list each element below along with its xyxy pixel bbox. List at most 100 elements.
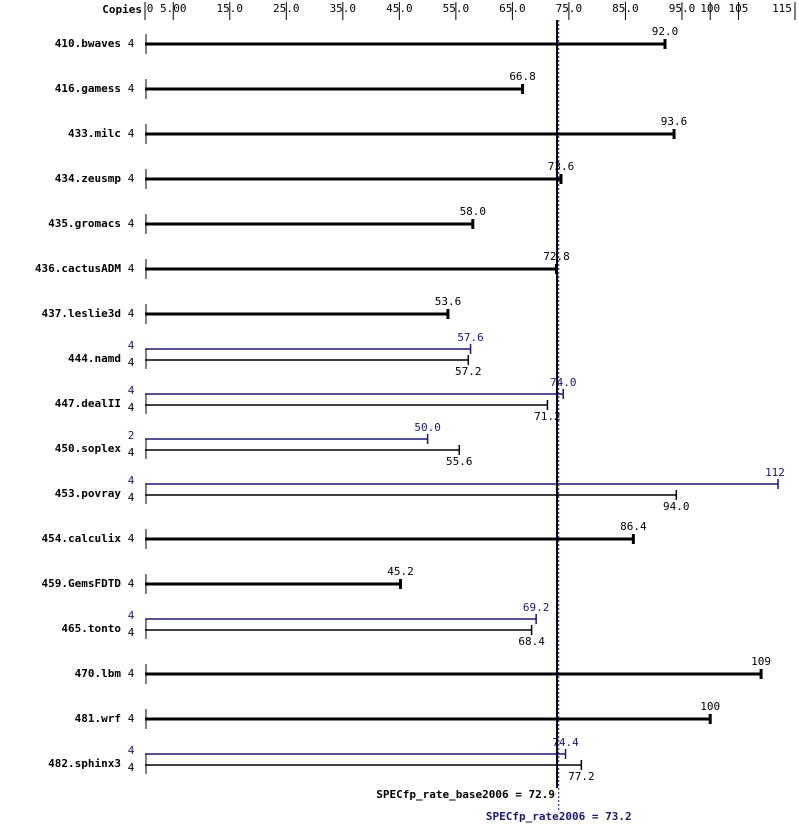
bar	[145, 344, 472, 354]
benchmark-name: 470.lbm	[75, 667, 122, 680]
base-label: 58.0	[460, 205, 487, 218]
benchmark-name: 410.bwaves	[55, 37, 121, 50]
bar	[145, 84, 525, 94]
x-tick-label: 5.00	[160, 2, 187, 15]
base-copies: 4	[128, 217, 135, 230]
bar	[145, 129, 676, 139]
bar	[145, 714, 712, 724]
bar	[145, 174, 563, 184]
bar	[145, 614, 537, 624]
x-tick-label: 75.0	[556, 2, 583, 15]
x-tick-label: 0	[147, 2, 154, 15]
x-tick-label: 115	[772, 2, 792, 15]
x-tick-label: 105	[729, 2, 749, 15]
bar	[145, 445, 461, 455]
x-tick-label: 25.0	[273, 2, 300, 15]
base-copies: 4	[128, 712, 135, 725]
peak-label: 112	[765, 466, 785, 479]
bar	[145, 400, 549, 410]
peak-label: 57.6	[457, 331, 484, 344]
benchmark-name: 482.sphinx3	[48, 757, 121, 770]
bar	[145, 579, 402, 589]
bar	[145, 39, 667, 49]
peak-label: 69.2	[523, 601, 550, 614]
bar	[145, 669, 763, 679]
benchmark-name: 481.wrf	[75, 712, 121, 725]
reference-label: SPECfp_rate2006 = 73.2	[486, 810, 632, 823]
base-copies: 4	[128, 37, 135, 50]
base-label: 86.4	[620, 520, 647, 533]
x-tick-label: 35.0	[330, 2, 357, 15]
benchmark-name: 453.povray	[55, 487, 122, 500]
peak-copies: 4	[128, 474, 135, 487]
peak-copies: 4	[128, 609, 135, 622]
peak-copies: 2	[128, 429, 135, 442]
base-copies: 4	[128, 761, 135, 774]
base-copies: 4	[128, 667, 135, 680]
benchmark-name: 454.calculix	[42, 532, 122, 545]
base-label: 94.0	[663, 500, 690, 513]
reference-label: SPECfp_rate_base2006 = 72.9	[376, 788, 555, 801]
x-tick-label: 100	[700, 2, 720, 15]
base-label: 55.6	[446, 455, 473, 468]
base-copies: 4	[128, 491, 135, 504]
base-copies: 4	[128, 626, 135, 639]
base-copies: 4	[128, 532, 135, 545]
bar	[145, 760, 583, 770]
bar	[145, 309, 450, 319]
x-tick-label: 85.0	[612, 2, 639, 15]
benchmark-name: 450.soplex	[55, 442, 122, 455]
peak-copies: 4	[128, 744, 135, 757]
bar	[145, 355, 470, 365]
base-label: 71.2	[534, 410, 561, 423]
base-copies: 4	[128, 82, 135, 95]
peak-label: 50.0	[414, 421, 441, 434]
bar	[145, 389, 565, 399]
peak-copies: 4	[128, 384, 135, 397]
x-tick-label: 15.0	[217, 2, 244, 15]
bar	[145, 534, 635, 544]
x-tick-label: 55.0	[443, 2, 470, 15]
base-copies: 4	[128, 446, 135, 459]
base-copies: 4	[128, 172, 135, 185]
benchmark-name: 435.gromacs	[48, 217, 121, 230]
base-copies: 4	[128, 262, 135, 275]
base-copies: 4	[128, 356, 135, 369]
benchmark-name: 459.GemsFDTD	[42, 577, 122, 590]
base-label: 66.8	[509, 70, 536, 83]
base-copies: 4	[128, 307, 135, 320]
bar	[145, 749, 567, 759]
base-copies: 4	[128, 577, 135, 590]
bar	[145, 479, 779, 489]
base-label: 45.2	[387, 565, 414, 578]
x-tick-label: 45.0	[386, 2, 413, 15]
benchmark-name: 444.namd	[68, 352, 121, 365]
benchmark-name: 434.zeusmp	[55, 172, 122, 185]
benchmark-name: 447.dealII	[55, 397, 121, 410]
base-label: 57.2	[455, 365, 482, 378]
bar	[145, 490, 678, 500]
benchmark-name: 437.leslie3d	[42, 307, 121, 320]
copies-header: Copies	[102, 3, 142, 16]
base-label: 68.4	[518, 635, 545, 648]
benchmark-name: 416.gamess	[55, 82, 121, 95]
bar	[145, 625, 533, 635]
benchmark-name: 465.tonto	[61, 622, 121, 635]
base-label: 92.0	[652, 25, 679, 38]
peak-copies: 4	[128, 339, 135, 352]
base-copies: 4	[128, 401, 135, 414]
benchmark-name: 436.cactusADM	[35, 262, 121, 275]
peak-label: 74.0	[550, 376, 577, 389]
base-label: 53.6	[435, 295, 462, 308]
x-tick-label: 65.0	[499, 2, 526, 15]
base-label: 77.2	[568, 770, 595, 783]
base-label: 109	[751, 655, 771, 668]
bar	[145, 219, 475, 229]
base-label: 100	[700, 700, 720, 713]
base-copies: 4	[128, 127, 135, 140]
base-label: 93.6	[661, 115, 688, 128]
x-tick-label: 95.0	[669, 2, 696, 15]
base-label: 73.6	[548, 160, 575, 173]
